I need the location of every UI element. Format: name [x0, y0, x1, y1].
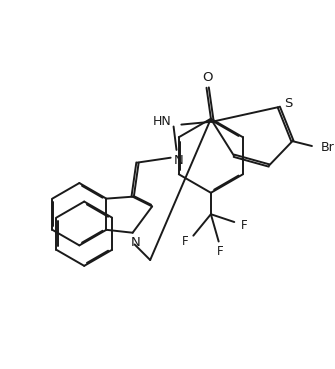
Text: O: O — [202, 71, 213, 84]
Text: F: F — [217, 245, 224, 258]
Text: Br: Br — [321, 141, 334, 155]
Text: S: S — [284, 97, 293, 110]
Text: N: N — [131, 236, 140, 249]
Text: N: N — [174, 154, 183, 167]
Text: F: F — [182, 235, 189, 248]
Text: HN: HN — [152, 115, 171, 128]
Text: F: F — [241, 220, 247, 232]
